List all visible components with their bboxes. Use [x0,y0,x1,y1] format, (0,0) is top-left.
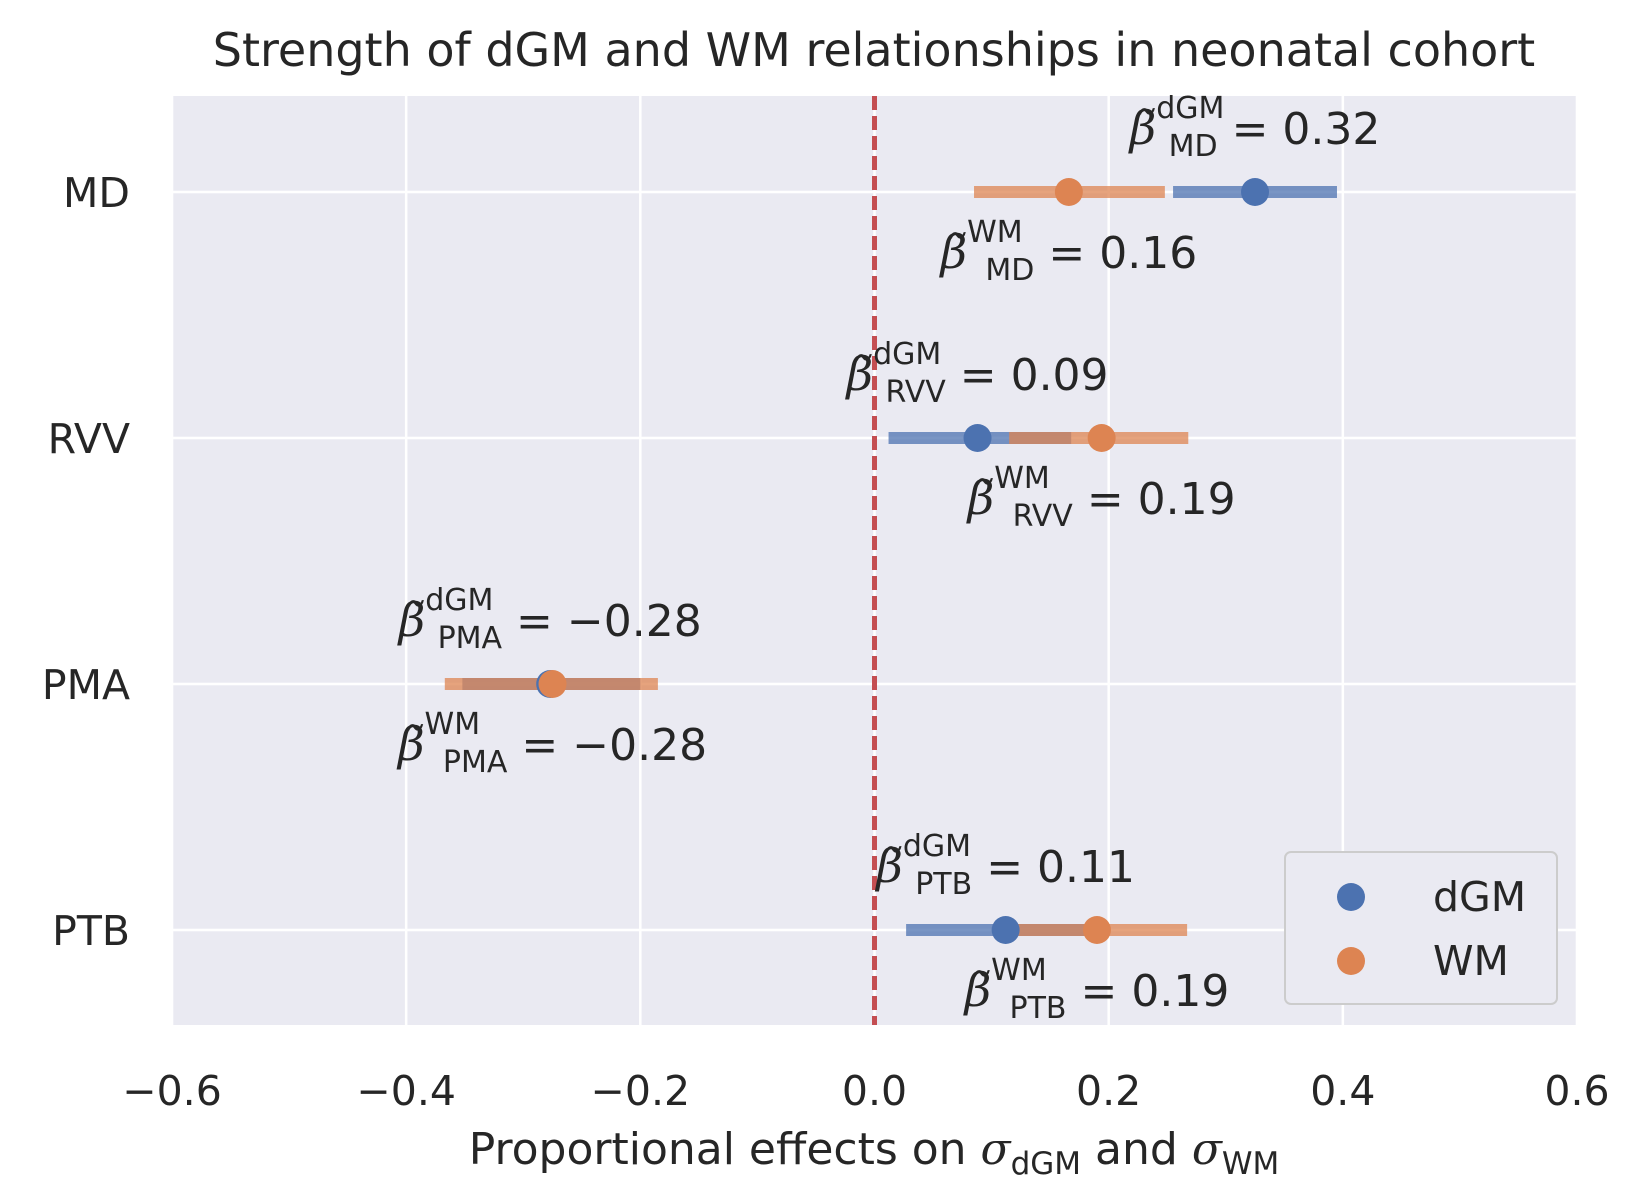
legend-label-dgm: dGM [1433,873,1526,921]
point-annotations: β̃dGM MD = 0.32 β̃dGM RVV = 0.09 β̃dGM PMA = … [396,91,1380,1026]
x-tick-label-0: −0.6 [122,1067,222,1115]
x-axis-label-sigma-2: σ [1192,1124,1224,1175]
x-axis-label-sigma-1: σ [981,1124,1013,1175]
annotation-wm-ptb: β̃WM PTB = 0.19 [963,953,1230,1026]
x-axis-label: Proportional effects on σdGM and σWM [469,1124,1280,1182]
point-wm-ptb [1082,916,1111,944]
annotation-dgm-pma: β̃dGM PMA = −0.28 [397,583,702,656]
x-tick-label-6: 0.6 [1544,1067,1609,1115]
legend-marker-dgm [1337,883,1365,911]
point-wm-pma [538,670,567,698]
y-tick-label-pma: PMA [42,661,130,709]
annotation-wm-rvv: β̃WM RVV = 0.19 [966,461,1236,534]
x-axis-label-sub-wm: WM [1222,1146,1279,1182]
annotation-wm-md: β̃WM MD = 0.16 [938,215,1197,288]
x-tick-label-5: 0.4 [1310,1067,1375,1115]
point-dgm-rvv [963,424,992,452]
series-marks [444,178,1337,944]
point-wm-rvv [1087,424,1116,452]
annotation-dgm-md: β̃dGM MD = 0.32 [1128,91,1381,164]
y-tick-label-rvv: RVV [48,415,130,463]
y-tick-labels: MD RVV PMA PTB [42,169,130,955]
x-tick-labels: −0.6 −0.4 −0.2 0.0 0.2 0.4 0.6 [122,1067,1609,1115]
y-tick-label-ptb: PTB [52,907,130,955]
x-axis-label-prefix: Proportional effects on [469,1124,981,1175]
x-axis-label-middle: and [1081,1124,1192,1175]
chart-title: Strength of dGM and WM relationships in … [213,23,1535,77]
y-tick-label-md: MD [63,169,130,217]
x-tick-label-1: −0.4 [356,1067,456,1115]
point-dgm-ptb [991,916,1020,944]
point-dgm-md [1241,178,1270,206]
annotation-wm-pma: β̃WM PMA = −0.28 [396,707,707,780]
annotation-dgm-ptb: β̃dGM PTB = 0.11 [874,829,1135,902]
legend-label-wm: WM [1433,937,1509,985]
x-tick-label-2: −0.2 [591,1067,691,1115]
legend-marker-wm [1337,947,1365,975]
annotation-dgm-rvv: β̃dGM RVV = 0.09 [845,337,1109,410]
legend: dGM WM [1284,851,1558,1005]
x-tick-label-4: 0.2 [1076,1067,1141,1115]
x-tick-label-3: 0.0 [842,1067,907,1115]
point-wm-md [1054,178,1083,206]
x-axis-label-sub-dgm: dGM [1011,1146,1081,1182]
